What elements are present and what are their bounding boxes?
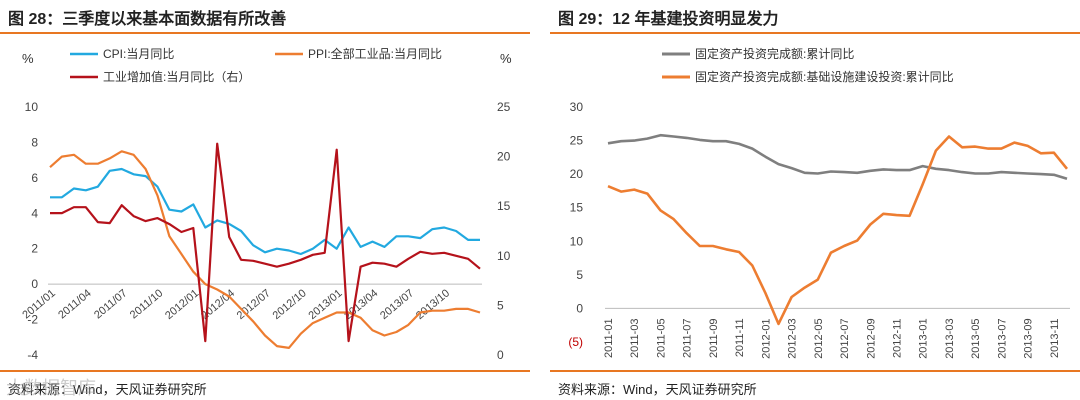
left-x-tick-label: 2011/01	[20, 287, 58, 321]
right-y-tick-label: 10	[497, 249, 511, 263]
left-panel: 图 28：三季度以来基本面数据有所改善 % % 10 8 6 4 2 0 -2 -4 25 20 1…	[0, 0, 530, 400]
right-x-tick-label: 2013-07	[996, 318, 1008, 358]
right-x-tick-label: 2012-11	[892, 318, 904, 358]
right-x-tick-label: 2012-07	[839, 318, 851, 358]
watermark: 大数据智库	[6, 378, 96, 399]
right-x-tick-label: 2013-09	[1023, 318, 1035, 358]
right-y-tick-label: 10	[570, 234, 584, 248]
left-chart: % % 1086420-2-425201510502011/012011/042…	[20, 46, 512, 362]
right-x-tick-label: 2012-03	[787, 318, 799, 358]
left-y-tick-label: 4	[31, 206, 38, 220]
right-series-line-2	[607, 135, 1069, 326]
right-x-tick-label: 2012-01	[760, 318, 772, 358]
right-y-tick-label: 5	[497, 298, 504, 312]
left-source: 资料来源：Wind，天风证券研究所	[8, 382, 207, 397]
left-y-tick-label: -2	[27, 313, 38, 327]
left-bottom-rule	[0, 370, 530, 372]
right-panel: 图 29：12 年基建投资明显发力 30 25 20 15 10 5 0 (5) 2011-01…	[550, 0, 1080, 400]
left-legend-label-3: 工业增加值:当月同比（右）	[103, 69, 250, 84]
left-x-tick-label: 2011/10	[128, 287, 166, 321]
right-title-rule	[550, 32, 1080, 34]
left-x-tick-label: 2012/10	[271, 287, 309, 322]
right-y-tick-label: 25	[497, 100, 511, 114]
left-y-tick-label: 6	[31, 171, 38, 185]
right-x-tick-label: 2013-01	[918, 318, 930, 358]
left-y-tick-label: -4	[27, 348, 38, 362]
right-y-tick-label: 20	[570, 167, 584, 181]
left-y-tick-label: 2	[31, 242, 38, 256]
right-x-tick-label: 2011-01	[603, 318, 615, 358]
left-series-line-1	[50, 167, 480, 256]
right-y-tick-label: 5	[576, 268, 583, 282]
left-x-tick-label: 2012/04	[199, 287, 237, 322]
right-chart-title: 图 29：12 年基建投资明显发力	[558, 11, 779, 28]
right-source: 资料来源：Wind，天风证券研究所	[558, 382, 757, 397]
right-series-line-1	[607, 133, 1068, 181]
right-chart: 30 25 20 15 10 5 0 (5) 2011-01 2011-03 2011-05 2011…	[568, 46, 1070, 359]
left-title-rule	[0, 32, 530, 34]
right-y-tick-label: 30	[570, 100, 584, 114]
right-y-tick-label: 25	[570, 134, 584, 148]
right-y-tick-label: 20	[497, 150, 511, 164]
left-legend-label-2: PPI:全部工业品:当月同比	[308, 46, 442, 61]
right-x-tick-label: 2012-05	[813, 318, 825, 358]
right-x-tick-label: 2011-05	[655, 318, 667, 358]
left-chart-title: 图 28：三季度以来基本面数据有所改善	[8, 11, 287, 28]
left-axis-unit: %	[22, 51, 34, 66]
right-x-tick-label: 2012-09	[865, 318, 877, 358]
right-legend-label-1: 固定资产投资完成额:累计同比	[695, 46, 854, 61]
right-x-tick-label: 2013-03	[944, 318, 956, 358]
right-axis-unit: %	[500, 51, 512, 66]
right-x-tick-label: 2011-07	[682, 318, 694, 358]
left-series-line-3	[50, 142, 481, 343]
right-x-tick-label: 2011-03	[629, 318, 641, 358]
right-y-tick-label: 15	[497, 199, 511, 213]
left-series-line-2	[49, 150, 481, 349]
left-y-tick-label: 10	[25, 100, 39, 114]
left-legend-label-1: CPI:当月同比	[103, 47, 174, 61]
right-bottom-rule	[550, 370, 1080, 372]
left-y-tick-label: 8	[31, 135, 38, 149]
right-y-tick-label: 15	[570, 201, 584, 215]
left-x-tick-label: 2011/04	[56, 287, 94, 321]
right-legend-label-2: 固定资产投资完成额:基础设施建设投资:累计同比	[695, 69, 954, 84]
right-x-tick-label: 2013-11	[1049, 318, 1061, 358]
right-y-tick-label: (5)	[568, 335, 583, 349]
right-y-tick-label: 0	[497, 348, 504, 362]
left-y-tick-label: 0	[31, 277, 38, 291]
left-x-tick-label: 2013/10	[414, 287, 452, 322]
right-x-tick-label: 2011-09	[708, 318, 720, 358]
right-x-tick-label: 2011-11	[734, 318, 746, 357]
right-y-tick-label: 0	[576, 301, 583, 315]
left-x-tick-label: 2013/07	[378, 287, 416, 322]
left-x-tick-label: 2012/01	[163, 287, 201, 322]
left-x-tick-label: 2011/07	[92, 287, 130, 321]
left-x-tick-label: 2012/07	[235, 287, 273, 322]
right-x-tick-label: 2013-05	[970, 318, 982, 358]
